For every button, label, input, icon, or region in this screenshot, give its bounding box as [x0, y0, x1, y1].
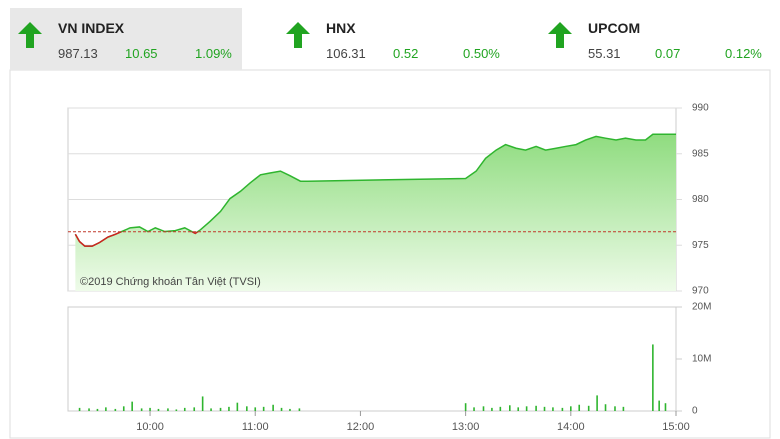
line	[74, 133, 676, 247]
bar	[272, 404, 274, 411]
volume-panel	[67, 306, 677, 412]
bar	[658, 400, 660, 411]
index-tab[interactable]: HNX 106.31 0.52 0.50%	[278, 8, 510, 70]
bar	[183, 407, 186, 411]
bar	[482, 406, 485, 411]
y-tick-label: 0	[692, 406, 698, 417]
bar	[298, 408, 301, 411]
index-last: 987.13	[58, 46, 98, 61]
bar	[622, 406, 625, 411]
bar	[210, 408, 212, 411]
bar	[525, 406, 528, 411]
index-change: 0.52	[393, 46, 419, 61]
bar	[96, 408, 99, 411]
bar	[201, 396, 204, 411]
bar	[193, 407, 196, 411]
up-arrow	[286, 22, 310, 48]
x-tick-label: 14:00	[557, 421, 585, 433]
bar	[473, 407, 475, 411]
index-tab[interactable]: VN INDEX 987.13 10.65 1.09%	[10, 8, 242, 70]
bar	[561, 407, 564, 411]
frame	[9, 69, 771, 439]
bar	[122, 406, 125, 411]
bar	[464, 403, 467, 411]
up-arrow	[18, 22, 42, 48]
index-name: VN INDEX	[58, 20, 125, 36]
index-name: UPCOM	[588, 20, 641, 36]
bar	[175, 409, 178, 411]
bar	[543, 406, 546, 411]
bar	[552, 407, 554, 411]
bar	[140, 408, 143, 411]
bar	[219, 407, 222, 411]
annotation: ©2019 Chứng khoán Tân Việt (TVSI)	[80, 276, 261, 288]
x-tick-label: 15:00	[662, 421, 690, 433]
index-tabs: VN INDEX 987.13 10.65 1.09% HNX 106.31 0.52 0.5…	[0, 0, 780, 70]
bar	[517, 407, 520, 411]
bar	[114, 408, 117, 411]
x-tick-label: 13:00	[452, 421, 480, 433]
index-change: 0.07	[655, 46, 681, 61]
bar	[499, 406, 502, 411]
bar	[491, 407, 493, 411]
bar	[246, 406, 248, 411]
y-tick-label: 10M	[692, 354, 711, 365]
index-last: 106.31	[326, 46, 366, 61]
index-percent: 0.12%	[725, 46, 762, 61]
bar	[596, 395, 598, 411]
bar	[570, 406, 572, 411]
bar	[131, 401, 133, 411]
bar	[88, 408, 90, 411]
bar	[157, 408, 160, 411]
y-tick-label: 990	[692, 103, 709, 114]
bar	[578, 404, 581, 411]
index-last: 55.31	[588, 46, 621, 61]
y-tick-label: 980	[692, 194, 709, 205]
bar	[254, 407, 257, 411]
index-percent: 1.09%	[195, 46, 232, 61]
y-tick-label: 985	[692, 148, 709, 159]
bar	[236, 402, 239, 411]
index-percent: 0.50%	[463, 46, 500, 61]
bar	[652, 344, 654, 411]
bar	[587, 405, 590, 411]
bar	[664, 403, 667, 411]
bar	[614, 406, 616, 411]
y-tick-label: 975	[692, 240, 709, 251]
x-tick-label: 11:00	[242, 421, 269, 433]
up-arrow	[548, 22, 572, 48]
bar	[508, 405, 511, 411]
bar	[604, 404, 607, 411]
bar	[149, 407, 151, 411]
bar	[167, 408, 169, 411]
index-change: 10.65	[125, 46, 158, 61]
area	[75, 134, 676, 291]
x-tick-label: 12:00	[347, 421, 375, 433]
bar	[280, 407, 283, 411]
index-name: HNX	[326, 20, 356, 36]
bar	[78, 407, 81, 411]
x-tick-label: 10:00	[136, 421, 164, 433]
index-tab[interactable]: UPCOM 55.31 0.07 0.12%	[540, 8, 772, 70]
bar	[289, 408, 291, 411]
bar	[262, 406, 265, 411]
y-tick-label: 970	[692, 286, 709, 297]
y-tick-label: 20M	[692, 302, 711, 313]
bar	[228, 406, 230, 411]
bar	[535, 405, 537, 411]
bar	[105, 407, 107, 411]
